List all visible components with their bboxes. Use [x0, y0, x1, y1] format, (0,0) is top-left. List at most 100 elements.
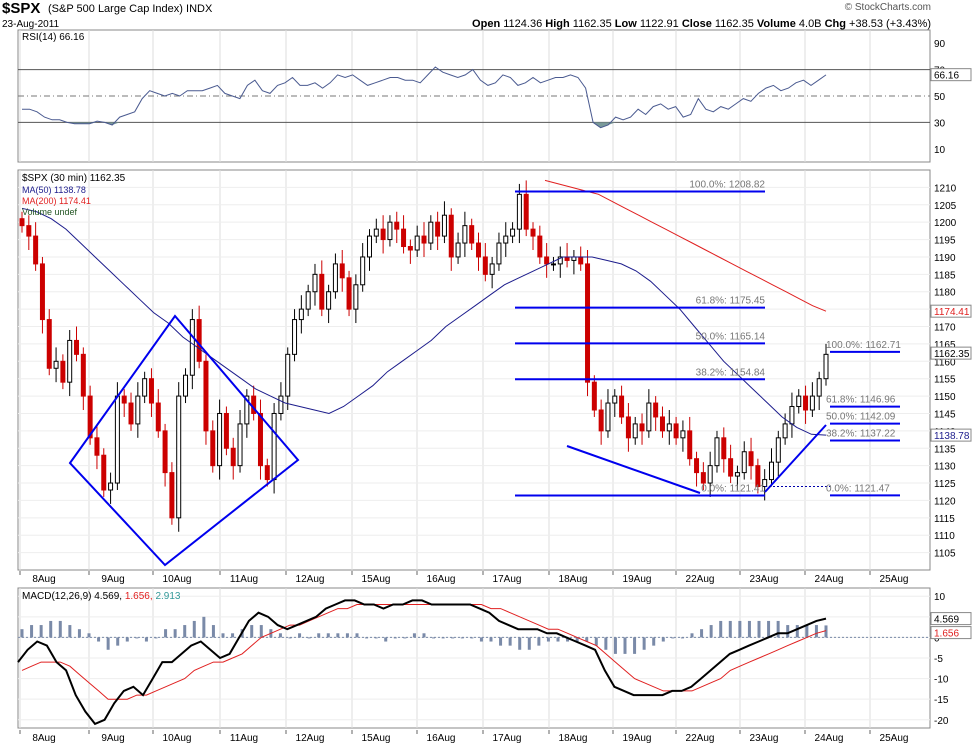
chg-label: Chg — [824, 18, 846, 30]
macd-hist-bar-11 — [125, 637, 129, 642]
candle-body-92 — [646, 402, 652, 432]
candle-body-72 — [510, 228, 516, 237]
candle-body-50 — [360, 256, 366, 286]
open-value: 1124.36 — [503, 18, 543, 30]
candle-body-40 — [292, 319, 298, 355]
price-ytick-5: 1130 — [934, 462, 956, 473]
candle-body-66 — [469, 225, 475, 244]
candle-body-41 — [298, 308, 304, 321]
macd-hist-bar-27 — [278, 633, 282, 638]
macd-hist-bar-71 — [700, 629, 704, 638]
candle-body-110 — [768, 461, 774, 481]
candle-body-38 — [278, 395, 284, 414]
candle-body-83 — [585, 263, 591, 383]
fib-first-label-1: 61.8%: 1175.45 — [696, 296, 766, 307]
macd-hist-bar-39 — [393, 637, 397, 639]
macd-signal-line — [21, 604, 827, 700]
macd-hist-bar-74 — [728, 620, 732, 638]
macd-hist-bar-65 — [642, 637, 646, 650]
open-label: Open — [472, 18, 501, 30]
diamond-pattern — [68, 314, 300, 567]
macd-hist-bar-79 — [776, 620, 780, 638]
ohlc-summary: Open 1124.36 High 1162.35 Low 1122.91 Cl… — [472, 18, 931, 30]
macd-hist-bar-55 — [546, 637, 550, 642]
candle-body-79 — [557, 256, 563, 265]
candle-body-114 — [796, 395, 802, 408]
price-ytick-21: 1210 — [934, 183, 957, 194]
macd-hist-bar-75 — [738, 620, 742, 638]
candle-body-19 — [148, 378, 154, 404]
candle-body-42 — [305, 291, 311, 310]
price-xaxis-label-8: 18Aug — [559, 574, 588, 585]
macd-hist-bar-64 — [633, 637, 637, 654]
candle-body-46 — [332, 263, 338, 293]
candle-body-74 — [523, 193, 529, 230]
candle-body-2 — [33, 235, 39, 265]
price-ytick-6: 1135 — [934, 444, 956, 455]
symbol-description: (S&P 500 Large Cap Index) — [48, 3, 183, 15]
macd-hist-bar-82 — [805, 625, 809, 638]
rsi-ytick-2: 50 — [934, 92, 946, 103]
brand-label: © StockCharts.com — [844, 2, 931, 13]
macd-hist-bar-16 — [173, 629, 177, 638]
candle-body-52 — [373, 228, 379, 237]
candle-body-21 — [162, 430, 168, 474]
candle-body-64 — [455, 242, 461, 258]
low-value: 1122.91 — [639, 18, 679, 30]
macd-xaxis-label-2: 10Aug — [163, 733, 192, 744]
macd-hist-bar-6 — [77, 629, 81, 638]
price-ytick-18: 1195 — [934, 236, 956, 247]
macd-hist-bar-47 — [470, 637, 474, 639]
macd-legend-macd: 4.569, — [94, 591, 125, 602]
candle-body-78 — [550, 263, 556, 266]
close-value: 1162.35 — [714, 18, 754, 30]
ma200-line — [544, 179, 827, 312]
candle-body-88 — [619, 395, 625, 418]
candle-body-33 — [244, 395, 250, 425]
macd-xaxis-label-5: 15Aug — [362, 733, 391, 744]
macd-hist-bar-10 — [116, 637, 120, 646]
candle-body-82 — [578, 256, 584, 265]
symbol-title: $SPX — [2, 0, 41, 17]
fib-second-label-0: 100.0%: 1162.71 — [826, 340, 901, 351]
candle-body-4 — [46, 319, 52, 369]
candle-body-76 — [537, 235, 543, 258]
wedge-upper-line — [764, 424, 827, 493]
macd-hist-bar-73 — [719, 620, 723, 638]
macd-ytick-6: -20 — [934, 716, 949, 727]
macd-hist-bar-40 — [403, 637, 407, 639]
price-ma50-label: 1138.78 — [934, 431, 970, 442]
macd-ytick-3: -5 — [934, 654, 943, 665]
candle-body-39 — [285, 353, 291, 397]
candle-body-48 — [346, 277, 352, 310]
candle-body-60 — [428, 221, 434, 244]
candle-body-55 — [394, 221, 400, 230]
candle-body-93 — [653, 402, 659, 418]
macd-xaxis-label-7: 17Aug — [493, 733, 522, 744]
candle-body-59 — [421, 235, 427, 244]
rsi-ytick-0: 10 — [934, 145, 946, 156]
candle-body-57 — [407, 246, 413, 251]
macd-hist-bar-62 — [613, 637, 617, 654]
candle-body-105 — [734, 472, 740, 477]
candle-body-109 — [762, 479, 768, 488]
macd-hist-bar-36 — [365, 637, 369, 639]
candle-body-43 — [312, 273, 318, 293]
chg-value: +38.53 (+3.43%) — [849, 18, 931, 30]
candle-body-11 — [94, 437, 100, 456]
macd-hist-bar-58 — [575, 637, 579, 642]
candle-body-6 — [60, 360, 66, 383]
price-xaxis-label-6: 16Aug — [427, 574, 456, 585]
candle-body-107 — [748, 451, 754, 467]
candle-body-29 — [217, 412, 223, 467]
high-value: 1162.35 — [572, 18, 612, 30]
macd-line — [17, 599, 827, 726]
candle-body-0 — [19, 218, 25, 227]
candle-body-8 — [74, 339, 80, 355]
macd-hist-bar-30 — [307, 637, 311, 639]
macd-xaxis-label-9: 19Aug — [623, 733, 652, 744]
price-xaxis-label-11: 23Aug — [750, 574, 779, 585]
candle-body-87 — [612, 395, 618, 404]
rsi-ytick-4: 90 — [934, 39, 946, 50]
candle-body-9 — [80, 353, 86, 397]
